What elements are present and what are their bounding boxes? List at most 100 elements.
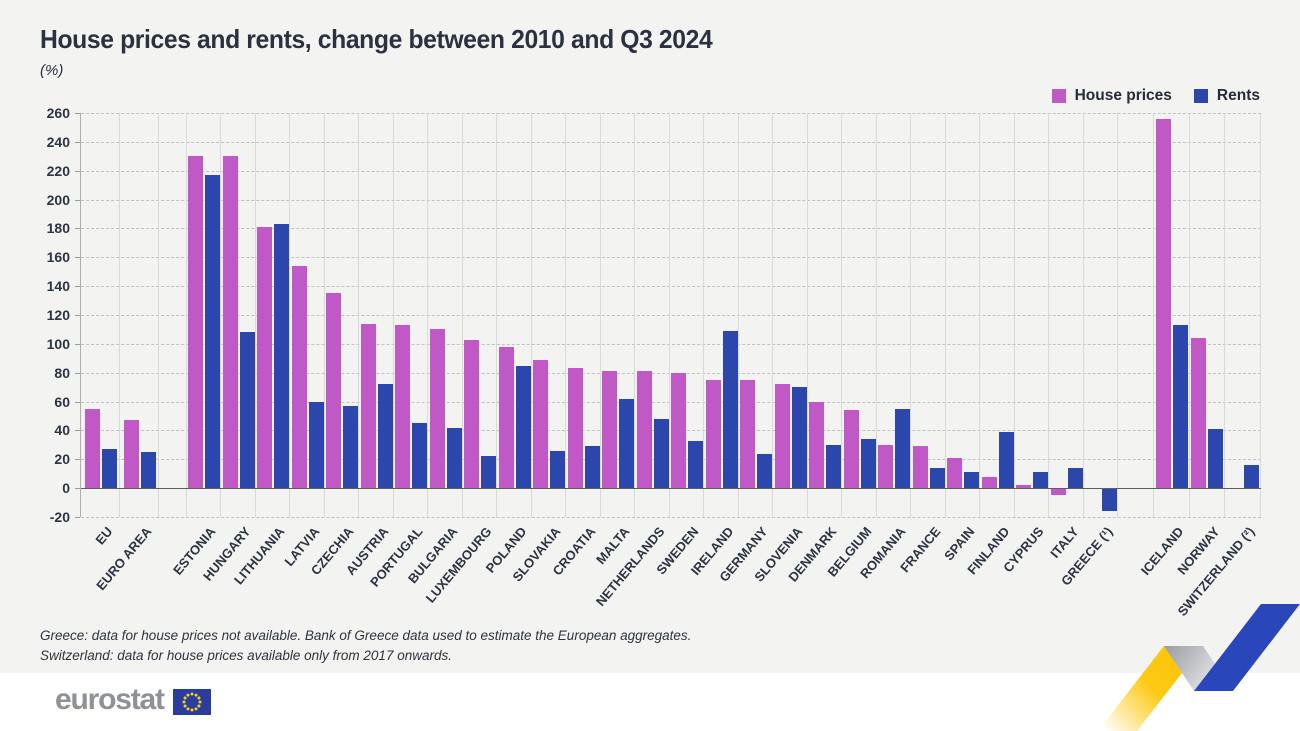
bar-house-prices-italy: [1050, 488, 1066, 496]
bar-rents-hungary: [239, 332, 255, 489]
y-tick-mark-60: [75, 401, 80, 403]
bar-rents-slovakia: [550, 450, 566, 489]
bar-house-prices-slovakia: [533, 359, 549, 489]
y-tick-mark-20: [75, 459, 80, 461]
bar-house-prices-spain: [947, 457, 963, 489]
ribbon-blue-band: [1194, 604, 1300, 691]
footnote-greece: Greece: data for house prices not availa…: [40, 628, 692, 643]
y-tick-mark--20: [75, 517, 80, 518]
bar-rents-finland: [998, 431, 1014, 489]
category-cell-croatia: [566, 113, 601, 517]
bar-rents-czechia: [343, 405, 359, 489]
y-tick-mark-140: [75, 286, 80, 288]
ribbon-decoration: [1098, 604, 1300, 731]
y-tick-label--20: -20: [49, 509, 70, 525]
gridline-y-200: [81, 199, 1261, 201]
category-cell-bulgaria: [428, 113, 463, 517]
bar-house-prices-portugal: [395, 325, 411, 489]
x-axis-labels: EU EURO AREA ESTONIA HUNGARY LITHUANIA LATVIA…: [80, 517, 1270, 667]
x-axis-label-norway: NORWAY: [1173, 524, 1223, 578]
flag-star: [194, 693, 198, 697]
bar-rents-italy: [1067, 467, 1083, 489]
bar-rents-greece: [1102, 488, 1118, 512]
y-tick-label-80: 80: [54, 364, 70, 381]
category-cell-eu: [81, 113, 121, 517]
category-cell-netherlands: [635, 113, 670, 517]
bar-house-prices-finland: [981, 476, 997, 489]
bar-house-prices-eu: [84, 408, 100, 489]
bar-house-prices-netherlands: [636, 371, 652, 489]
bar-house-prices-germany: [740, 379, 756, 489]
category-cell-czechia: [325, 113, 360, 517]
ribbon-yellow-band: [1098, 646, 1203, 731]
bar-rents-france: [929, 467, 945, 489]
gridline-y-100: [81, 343, 1261, 345]
flag-star: [183, 704, 187, 707]
legend-swatch-rents: [1193, 89, 1208, 103]
y-tick-mark-80: [75, 372, 80, 374]
flag-star: [190, 692, 194, 695]
bar-rents-poland: [515, 365, 531, 489]
bar-house-prices-france: [912, 446, 928, 489]
y-tick-label-160: 160: [46, 249, 70, 266]
gridline-y-60: [81, 401, 1261, 403]
bar-house-prices-euro-area: [123, 420, 139, 489]
bar-house-prices-czechia: [326, 293, 342, 489]
category-cell-norway: [1190, 113, 1226, 517]
bar-house-prices-norway: [1191, 338, 1207, 489]
footnotes: Greece: data for house prices not availa…: [40, 626, 691, 666]
bar-house-prices-estonia: [188, 156, 204, 489]
chart-legend: House prices Rents: [80, 87, 1260, 105]
y-tick-mark-240: [75, 141, 80, 143]
category-cell-luxembourg: [463, 113, 498, 517]
eurostat-logo-text: eurostat: [55, 683, 165, 716]
bar-rents-spain: [964, 472, 980, 489]
bar-house-prices-austria: [360, 323, 376, 489]
y-tick-label-40: 40: [54, 422, 70, 439]
eurostat-logo: eurostat: [55, 683, 211, 717]
bar-house-prices-bulgaria: [429, 329, 445, 489]
y-tick-label-240: 240: [46, 133, 70, 150]
flag-star: [197, 704, 201, 707]
gridline-y--20: [81, 517, 1261, 518]
bar-house-prices-latvia: [291, 265, 307, 489]
bar-house-prices-denmark: [809, 401, 825, 489]
y-tick-mark-260: [75, 113, 80, 114]
bar-rents-sweden: [688, 440, 704, 489]
category-cell-germany: [739, 113, 774, 517]
category-cell-austria: [359, 113, 394, 517]
bar-rents-iceland: [1172, 325, 1188, 489]
category-cell-slovenia: [773, 113, 808, 517]
category-cell-france: [911, 113, 946, 517]
category-cell-cyprus: [1015, 113, 1050, 517]
flag-star: [194, 706, 198, 710]
y-tick-label-60: 60: [54, 393, 70, 410]
gridline-y-180: [81, 228, 1261, 230]
y-axis: -20 0 20 40 60 80 100 120 140 160 180 200 220 240 260: [0, 105, 80, 543]
gridline-y-20: [81, 459, 1261, 461]
gridline-y-40: [81, 430, 1261, 432]
gridline-y-220: [81, 170, 1261, 172]
category-cell-slovakia: [532, 113, 567, 517]
category-cell-denmark: [808, 113, 843, 517]
bar-rents-lithuania: [274, 224, 290, 489]
legend-label-rents: Rents: [1216, 87, 1260, 104]
category-cell-italy: [1049, 113, 1084, 517]
flag-star: [186, 693, 190, 697]
bar-rents-luxembourg: [481, 456, 497, 489]
category-cell-poland: [497, 113, 532, 517]
category-cell-sweden: [670, 113, 705, 517]
category-cell-estonia: [187, 113, 222, 517]
bar-rents-croatia: [584, 446, 600, 489]
bar-rents-ireland: [722, 330, 738, 489]
category-cell-switzerland: [1225, 113, 1261, 517]
bar-house-prices-belgium: [843, 410, 859, 489]
bar-house-prices-romania: [878, 444, 894, 489]
y-tick-label-180: 180: [46, 220, 70, 237]
bar-rents-cyprus: [1033, 472, 1049, 489]
category-cell-hungary: [221, 113, 256, 517]
bar-rents-bulgaria: [446, 427, 462, 489]
flag-star: [197, 696, 201, 699]
category-cell-malta: [601, 113, 636, 517]
section-gap: [1118, 113, 1154, 517]
